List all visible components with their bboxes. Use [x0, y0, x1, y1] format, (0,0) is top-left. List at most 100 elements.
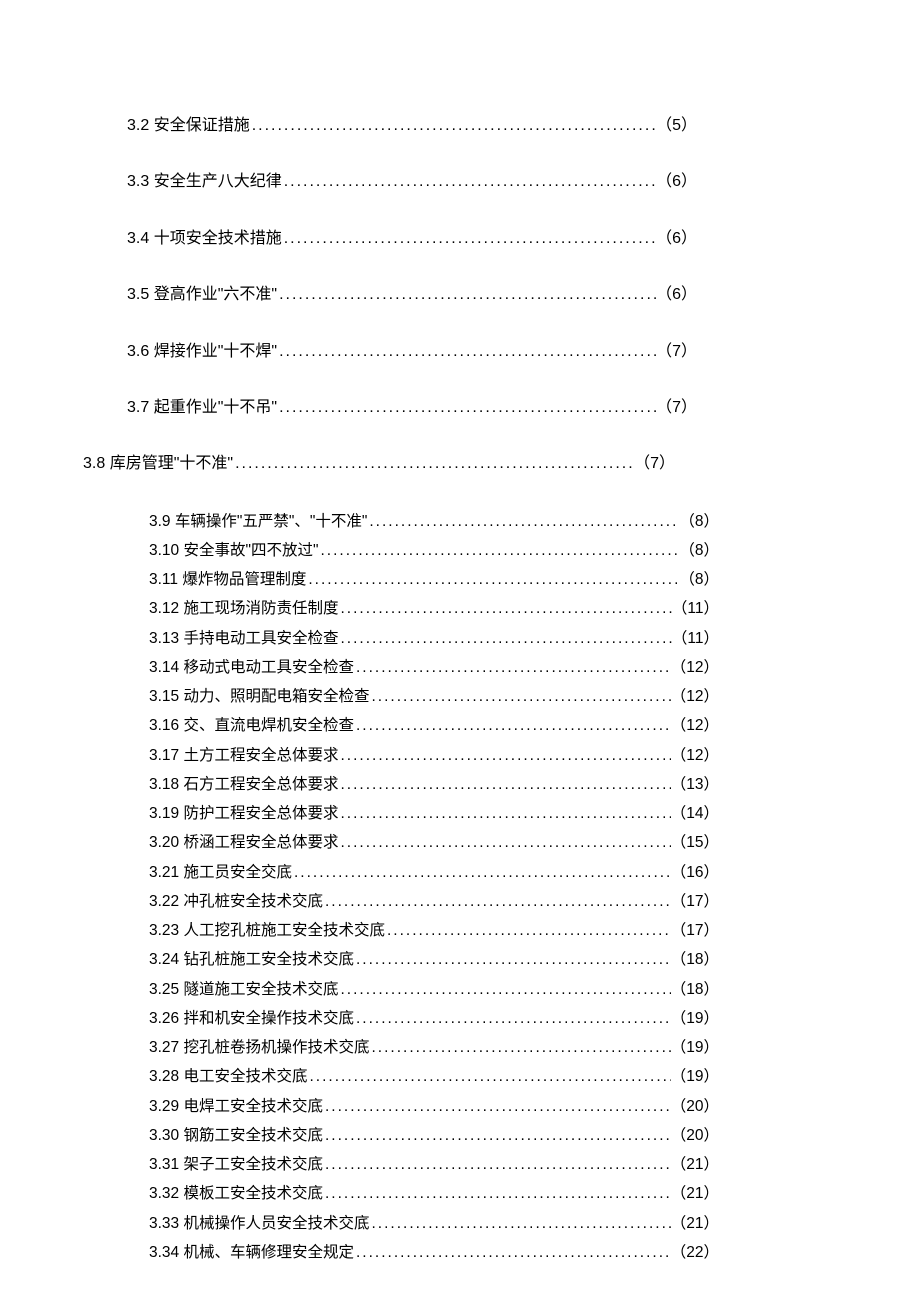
toc-entry: 3.23 人工挖孔桩施工安全技术交底 （17） — [149, 919, 719, 942]
toc-entry: 3.7 起重作业"十不吊" （7） — [127, 397, 697, 419]
toc-entry-page: （11） — [672, 597, 719, 620]
toc-entry-page: （11） — [672, 627, 719, 650]
toc-entry-page: （6） — [656, 284, 697, 306]
toc-entry-page: （21） — [671, 1153, 719, 1176]
toc-entry-label: 3.25 隧道施工安全技术交底 — [149, 978, 338, 1001]
toc-entry-page: （5） — [656, 115, 697, 137]
toc-entry: 3.21 施工员安全交底（16） — [149, 861, 719, 884]
toc-entry-page: （20） — [671, 1124, 719, 1147]
toc-entry-page: （6） — [656, 228, 697, 250]
toc-entry-label: 3.9 车辆操作"五严禁"、"十不准" — [149, 510, 367, 533]
toc-leader-dots — [354, 1241, 671, 1264]
toc-entry-label: 3.10 安全事故"四不放过" — [149, 539, 318, 562]
toc-entry-label: 3.15 动力、照明配电箱安全检查 — [149, 685, 369, 708]
toc-entry-page: （7） — [656, 341, 697, 363]
toc-entry-label: 3.6 焊接作业"十不焊" — [127, 341, 277, 363]
toc-leader-dots — [282, 171, 656, 193]
toc-entry: 3.25 隧道施工安全技术交底 （18） — [149, 978, 719, 1001]
toc-entry-page: （19） — [671, 1007, 719, 1030]
toc-entry-label: 3.7 起重作业"十不吊" — [127, 397, 277, 419]
toc-leader-dots — [277, 284, 656, 306]
toc-entry-label: 3.23 人工挖孔桩施工安全技术交底 — [149, 919, 385, 942]
toc-entry-page: （8） — [679, 510, 719, 533]
toc-entry: 3.5 登高作业"六不准"（6） — [127, 284, 697, 306]
toc-entry-label: 3.21 施工员安全交底 — [149, 861, 292, 884]
toc-wide-section: 3.2 安全保证措施（5）3.3 安全生产八大纪律（6）3.4 十项安全技术措施… — [105, 115, 775, 476]
toc-entry: 3.32 模板工安全技术交底 （21） — [149, 1182, 719, 1205]
toc-entry: 3.30 钢筋工安全技术交底（20） — [149, 1124, 719, 1147]
toc-leader-dots — [282, 228, 656, 250]
toc-entry: 3.16 交、直流电焊机安全检查（12） — [149, 714, 719, 737]
toc-leader-dots — [323, 1182, 671, 1205]
toc-entry-label: 3.29 电焊工安全技术交底 — [149, 1095, 323, 1118]
toc-entry-label: 3.22 冲孔桩安全技术交底 — [149, 890, 323, 913]
toc-entry: 3.17 土方工程安全总体要求（12） — [149, 744, 719, 767]
toc-entry: 3.13 手持电动工具安全检查（11） — [149, 627, 719, 650]
toc-leader-dots — [338, 978, 670, 1001]
toc-leader-dots — [323, 1095, 671, 1118]
toc-entry: 3.34 机械、车辆修理安全规定 （22） — [149, 1241, 719, 1264]
toc-entry: 3.15 动力、照明配电箱安全检查（12） — [149, 685, 719, 708]
toc-entry-page: （7） — [656, 397, 697, 419]
toc-entry-label: 3.28 电工安全技术交底 — [149, 1065, 307, 1088]
toc-entry-page: （18） — [671, 948, 719, 971]
toc-entry-page: （21） — [671, 1182, 719, 1205]
toc-entry-label: 3.32 模板工安全技术交底 — [149, 1182, 323, 1205]
toc-leader-dots — [354, 948, 671, 971]
toc-leader-dots — [318, 539, 679, 562]
toc-entry: 3.20 桥涵工程安全总体要求（15） — [149, 831, 719, 854]
toc-entry-page: （8） — [679, 568, 719, 591]
toc-entry-page: （19） — [671, 1065, 719, 1088]
toc-leader-dots — [369, 1212, 670, 1235]
toc-entry-page: （20） — [671, 1095, 719, 1118]
toc-entry-page: （6） — [656, 171, 697, 193]
toc-entry-page: （21） — [671, 1212, 719, 1235]
toc-leader-dots — [354, 1007, 671, 1030]
toc-entry-label: 3.4 十项安全技术措施 — [127, 228, 282, 250]
toc-entry: 3.22 冲孔桩安全技术交底 （17） — [149, 890, 719, 913]
toc-leader-dots — [338, 831, 670, 854]
toc-entry-page: （17） — [671, 890, 719, 913]
toc-entry: 3.8 库房管理"十不准"（7） — [83, 453, 675, 475]
toc-narrow-section: 3.9 车辆操作"五严禁"、"十不准" （8） 3.10 安全事故"四不放过" （8）… — [105, 510, 775, 1265]
toc-entry: 3.14 移动式电动工具安全检查 （12） — [149, 656, 719, 679]
toc-entry: 3.4 十项安全技术措施 （6） — [127, 228, 697, 250]
toc-leader-dots — [338, 627, 671, 650]
toc-entry-label: 3.8 库房管理"十不准" — [83, 453, 233, 475]
toc-leader-dots — [233, 453, 634, 475]
toc-entry: 3.27 挖孔桩卷扬机操作技术交底 （19） — [149, 1036, 719, 1059]
toc-entry-label: 3.14 移动式电动工具安全检查 — [149, 656, 354, 679]
toc-leader-dots — [306, 568, 679, 591]
toc-entry: 3.2 安全保证措施（5） — [127, 115, 697, 137]
toc-leader-dots — [369, 1036, 670, 1059]
toc-entry-label: 3.12 施工现场消防责任制度 — [149, 597, 338, 620]
toc-entry-label: 3.19 防护工程安全总体要求 — [149, 802, 338, 825]
toc-entry-label: 3.11 爆炸物品管理制度 — [149, 568, 306, 591]
toc-leader-dots — [323, 1124, 671, 1147]
toc-entry-page: （18） — [671, 978, 719, 1001]
toc-entry: 3.29 电焊工安全技术交底 （20） — [149, 1095, 719, 1118]
table-of-contents: 3.2 安全保证措施（5）3.3 安全生产八大纪律（6）3.4 十项安全技术措施… — [105, 115, 775, 1264]
toc-entry-page: （15） — [671, 831, 719, 854]
toc-leader-dots — [338, 744, 670, 767]
toc-leader-dots — [277, 341, 656, 363]
toc-entry-label: 3.27 挖孔桩卷扬机操作技术交底 — [149, 1036, 369, 1059]
toc-entry: 3.11 爆炸物品管理制度 （8） — [149, 568, 719, 591]
toc-entry: 3.31 架子工安全技术交底（21） — [149, 1153, 719, 1176]
toc-entry-label: 3.33 机械操作人员安全技术交底 — [149, 1212, 369, 1235]
toc-entry-page: （17） — [671, 919, 719, 942]
toc-entry-label: 3.24 钻孔桩施工安全技术交底 — [149, 948, 354, 971]
toc-entry-label: 3.34 机械、车辆修理安全规定 — [149, 1241, 354, 1264]
toc-entry: 3.19 防护工程安全总体要求（14） — [149, 802, 719, 825]
toc-entry-page: （22） — [671, 1241, 719, 1264]
toc-entry-label: 3.18 石方工程安全总体要求 — [149, 773, 338, 796]
toc-entry: 3.9 车辆操作"五严禁"、"十不准" （8） — [149, 510, 719, 533]
toc-entry: 3.6 焊接作业"十不焊" （7） — [127, 341, 697, 363]
toc-entry: 3.26 拌和机安全操作技术交底（19） — [149, 1007, 719, 1030]
toc-entry-page: （12） — [671, 656, 719, 679]
toc-entry-page: （19） — [671, 1036, 719, 1059]
toc-entry: 3.12 施工现场消防责任制度 （11） — [149, 597, 719, 620]
toc-entry: 3.18 石方工程安全总体要求（13） — [149, 773, 719, 796]
toc-leader-dots — [250, 115, 656, 137]
toc-leader-dots — [323, 890, 671, 913]
